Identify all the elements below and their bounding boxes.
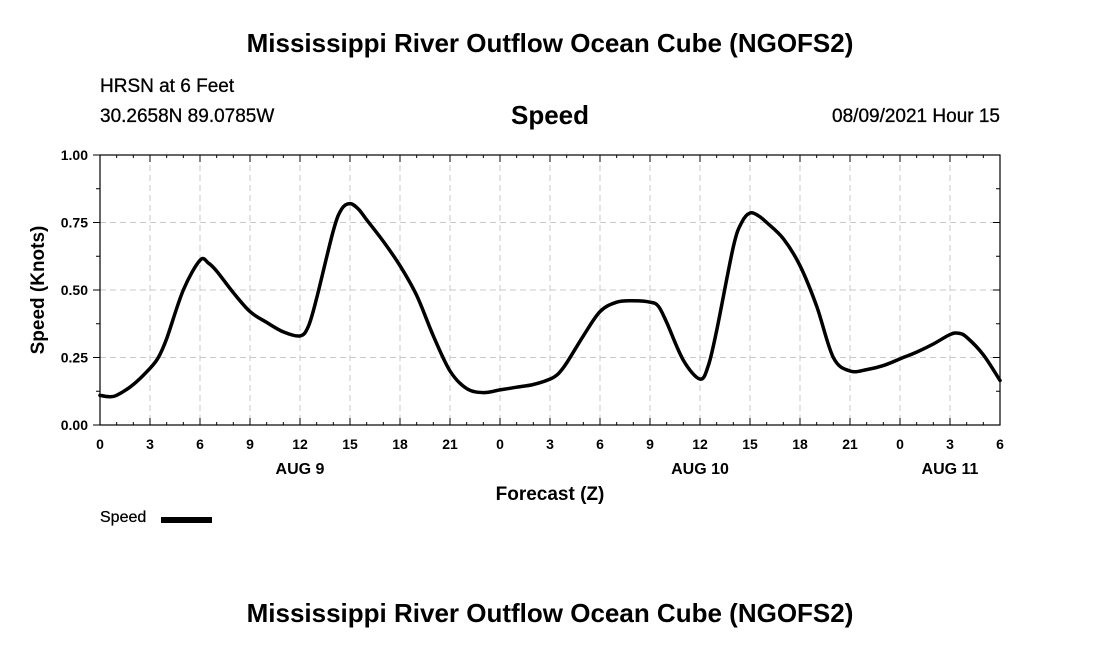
x-tick-label: 21 <box>442 436 458 452</box>
x-tick-label: 15 <box>742 436 758 452</box>
chart-labels: 0 3 6 9 12 15 18 21 0 3 6 9 12 15 18 21 0 3 6 0.00 0.25 0.50 0… <box>61 147 1004 478</box>
x-tick-label: 12 <box>692 436 708 452</box>
x-tick-label: 0 <box>896 436 904 452</box>
day-label: AUG 10 <box>671 461 729 478</box>
plot-frame <box>99 154 1001 426</box>
y-tick-label: 0.75 <box>61 215 88 231</box>
x-tick-label: 3 <box>546 436 554 452</box>
y-tick-label: 0.50 <box>61 282 88 298</box>
x-tick-label: 9 <box>246 436 254 452</box>
x-tick-label: 0 <box>496 436 504 452</box>
page-title: Mississippi River Outflow Ocean Cube (NG… <box>246 28 854 58</box>
day-label: AUG 11 <box>922 461 979 478</box>
chart-subtitle: Speed <box>510 100 590 130</box>
x-tick-label: 0 <box>96 436 104 452</box>
x-tick-label: 6 <box>596 436 604 452</box>
x-tick-label: 21 <box>842 436 858 452</box>
day-label: AUG 9 <box>276 461 325 478</box>
x-tick-label: 6 <box>196 436 204 452</box>
series-line-speed <box>98 201 1002 399</box>
x-tick-label: 6 <box>996 436 1004 452</box>
legend-line-swatch <box>161 517 212 523</box>
x-tick-label: 9 <box>646 436 654 452</box>
x-tick-label: 3 <box>946 436 954 452</box>
y-tick-label: 0.25 <box>61 350 88 366</box>
x-tick-label: 18 <box>792 436 808 452</box>
y-axis-label: Speed (Knots) <box>28 226 49 355</box>
y-tick-label: 0.00 <box>61 417 88 433</box>
x-axis-label: Forecast (Z) <box>496 484 605 505</box>
legend-label: Speed <box>100 509 147 526</box>
forecast-datetime: 08/09/2021 Hour 15 <box>832 106 1000 127</box>
y-tick-label: 1.00 <box>61 147 88 163</box>
station-coordinates: 30.2658N 89.0785W <box>100 106 275 127</box>
x-tick-label: 18 <box>392 436 408 452</box>
chart-series <box>98 201 1002 399</box>
footer-title: Mississippi River Outflow Ocean Cube (NG… <box>246 598 854 628</box>
x-tick-label: 3 <box>146 436 154 452</box>
chart-grid <box>100 155 1000 425</box>
station-label: HRSN at 6 Feet <box>100 76 235 97</box>
x-tick-label: 12 <box>292 436 308 452</box>
x-tick-label: 15 <box>342 436 358 452</box>
